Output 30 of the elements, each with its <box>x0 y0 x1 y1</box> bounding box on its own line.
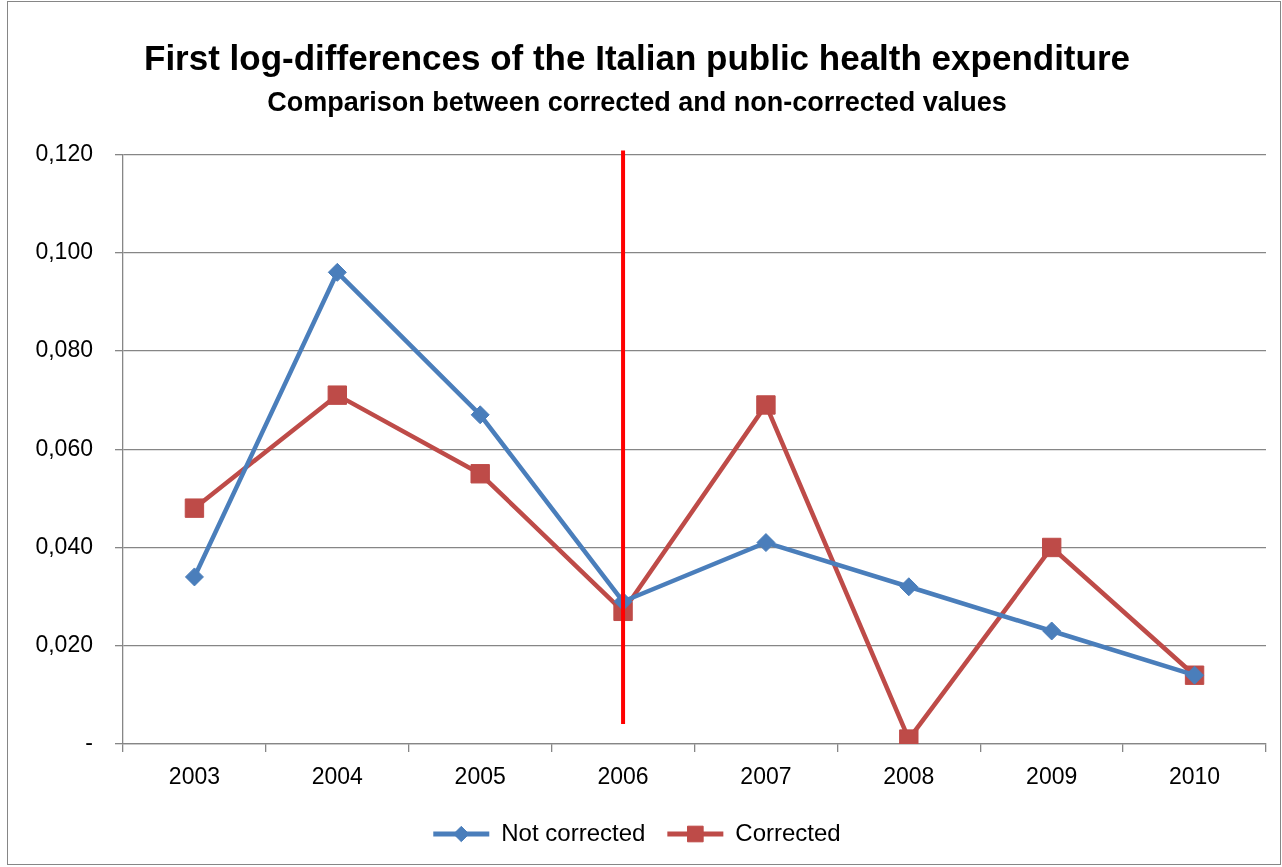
point <box>184 567 204 587</box>
chart-subtitle: Comparison between corrected and non-corrected values <box>267 86 1007 117</box>
y-tick-label: - <box>85 729 93 756</box>
x-tick-label: 2008 <box>883 763 935 790</box>
point <box>1041 537 1062 558</box>
y-tick-label: 0,120 <box>35 139 93 166</box>
point <box>470 464 490 484</box>
y-tick-label: 0,020 <box>35 631 93 658</box>
x-tick-label: 2003 <box>168 763 221 790</box>
chart-title: First log-differences of the Italian public health expenditure <box>144 37 1130 77</box>
x-tick-label: 2010 <box>1168 763 1221 790</box>
point <box>756 395 776 415</box>
point <box>327 385 348 405</box>
y-tick-label: 0,040 <box>35 532 93 559</box>
y-tick-label: 0,080 <box>35 336 93 363</box>
point <box>184 498 205 518</box>
point <box>1042 621 1062 641</box>
legend-label: Corrected <box>735 818 841 846</box>
y-tick-label: 0,100 <box>35 238 93 265</box>
point <box>470 405 490 425</box>
x-tick-label: 2009 <box>1026 763 1078 790</box>
legend-label: Not corrected <box>501 818 646 846</box>
x-tick-label: 2006 <box>597 763 649 790</box>
y-tick-label: 0,060 <box>35 434 93 461</box>
point <box>899 577 919 597</box>
x-tick-label: 2007 <box>740 763 792 790</box>
x-tick-label: 2004 <box>311 763 364 790</box>
point <box>327 262 347 282</box>
point <box>756 533 776 553</box>
x-tick-label: 2005 <box>454 763 506 790</box>
